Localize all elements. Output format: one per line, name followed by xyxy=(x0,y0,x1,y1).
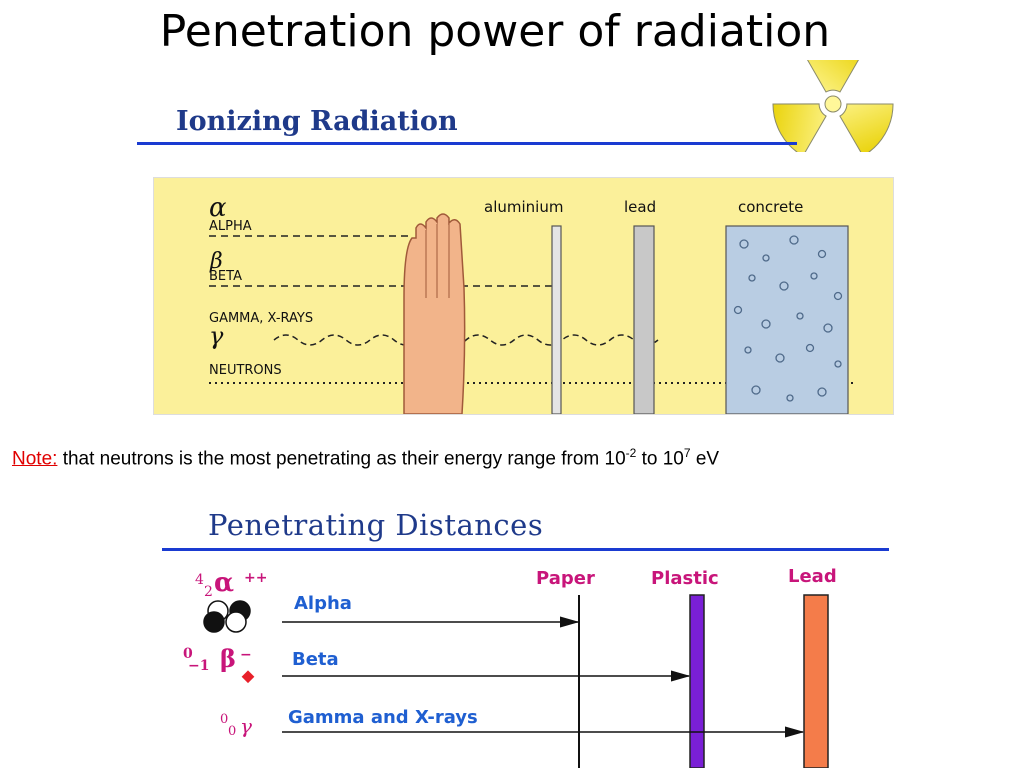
neutrons-label: NEUTRONS xyxy=(209,363,282,378)
beta-symbol-group: 0 −1 β − xyxy=(183,644,252,674)
note-unit: eV xyxy=(690,448,720,470)
note-label: Note: xyxy=(12,448,58,470)
penetrating-distances-figure: Paper Plastic Lead Alpha Beta Gamma and … xyxy=(183,566,837,768)
ionizing-radiation-figure: α ALPHA β BETA GAMMA, X-RAYS γ NEUTRONS … xyxy=(153,177,894,415)
svg-text:−: − xyxy=(240,647,252,663)
svg-text:0: 0 xyxy=(183,646,193,662)
lead-label: lead xyxy=(624,198,656,216)
heading-rule-2 xyxy=(162,548,889,551)
lead-label-2: Lead xyxy=(788,566,837,587)
note-text: Note: that neutrons is the most penetrat… xyxy=(12,446,719,470)
alpha-label: ALPHA xyxy=(209,219,252,234)
beta-label: BETA xyxy=(209,269,242,284)
note-body: that neutrons is the most penetrating as… xyxy=(62,448,626,470)
svg-text:β: β xyxy=(220,644,236,673)
aluminium-label: aluminium xyxy=(484,198,563,216)
svg-text:4: 4 xyxy=(195,572,204,588)
note-exponent-2: 7 xyxy=(683,446,691,460)
svg-text:0: 0 xyxy=(220,712,228,727)
page-title: Penetration power of radiation xyxy=(159,6,831,57)
heading-rule xyxy=(137,142,797,145)
svg-text:γ: γ xyxy=(240,714,252,738)
hand-illustration xyxy=(403,213,466,414)
note-mid: to 10 xyxy=(636,448,684,470)
ionizing-radiation-heading: Ionizing Radiation xyxy=(176,106,458,137)
penetrating-distances-heading: Penetrating Distances xyxy=(208,508,544,542)
svg-text:α: α xyxy=(214,568,234,598)
gamma-label: GAMMA, X-RAYS xyxy=(209,311,313,326)
plastic-label: Plastic xyxy=(651,568,719,589)
paper-label: Paper xyxy=(536,568,595,589)
lead-barrier xyxy=(803,594,829,768)
beta-symbol: β xyxy=(209,249,223,274)
gamma-particle-label: Gamma and X-rays xyxy=(288,707,478,728)
lead-sheet xyxy=(633,225,655,414)
beta-particle-icon xyxy=(241,670,255,684)
plastic-barrier xyxy=(689,594,705,768)
alpha-particle-label: Alpha xyxy=(294,593,352,614)
svg-text:++: ++ xyxy=(244,570,267,586)
alpha-particle-icon xyxy=(203,600,251,633)
concrete-label: concrete xyxy=(738,198,803,216)
aluminium-sheet xyxy=(551,225,562,414)
beta-particle-label: Beta xyxy=(292,649,339,670)
gamma-symbol: γ xyxy=(209,322,224,350)
alpha-symbol-group: 4 2 α ++ xyxy=(195,568,267,600)
note-exponent-1: -2 xyxy=(625,446,637,460)
concrete-block xyxy=(725,225,849,414)
radiation-trefoil-icon xyxy=(772,60,894,152)
gamma-symbol-group: 0 0 γ xyxy=(220,712,252,739)
svg-text:0: 0 xyxy=(228,724,236,739)
svg-text:−1: −1 xyxy=(188,658,209,674)
alpha-symbol: α xyxy=(209,193,227,223)
svg-text:2: 2 xyxy=(204,584,213,600)
